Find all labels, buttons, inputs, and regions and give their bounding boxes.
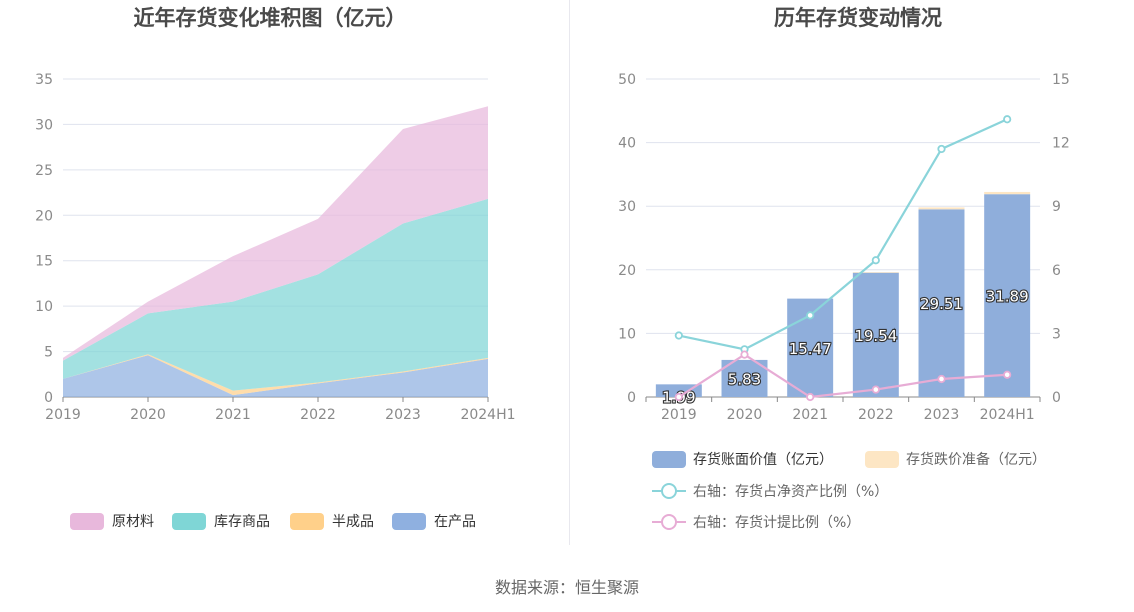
line-point[interactable] [937, 144, 946, 154]
legend-swatch[interactable] [652, 451, 686, 468]
legend-swatch-marker[interactable] [661, 483, 677, 499]
line-point[interactable] [871, 256, 880, 265]
y-right-tick-label: 9 [1052, 199, 1061, 215]
bar-book-value[interactable] [852, 272, 899, 397]
area-series-semi-finished [63, 354, 488, 396]
bar-book-value[interactable] [655, 384, 702, 397]
x-tick-label: 2023 [385, 407, 421, 423]
x-tick-label: 2022 [300, 407, 336, 423]
x-tick-label: 2023 [924, 407, 960, 423]
bar-book-value[interactable] [918, 209, 965, 397]
y-left-tick-label: 10 [618, 326, 636, 342]
x-tick-label: 2022 [858, 407, 894, 423]
y-tick-label: 0 [44, 390, 53, 406]
bar-value-label: 15.47 [789, 340, 832, 358]
bar-impairment[interactable] [918, 207, 965, 210]
y-left-tick-label: 40 [618, 136, 636, 152]
right-legend[interactable]: 存货账面价值（亿元） 存货跌价准备（亿元） 右轴：存货占净资产比例（%） 右轴：存货计… [652, 451, 1046, 531]
bar-value-label: 31.89 [986, 288, 1029, 306]
line-point[interactable] [740, 350, 749, 359]
y-right-tick-label: 12 [1052, 136, 1070, 152]
x-tick-label: 2021 [215, 407, 251, 423]
x-tick-label: 2020 [727, 407, 763, 423]
bar-value-label: 5.83 [728, 370, 761, 388]
line-series-ratio-net-assets-line [678, 118, 1008, 351]
legend-label[interactable]: 存货账面价值（亿元） [693, 451, 833, 468]
line-point[interactable] [871, 385, 880, 394]
x-tick-label: 2019 [661, 407, 697, 423]
legend-label[interactable]: 库存商品 [214, 514, 270, 530]
legend-label[interactable]: 半成品 [332, 514, 374, 530]
x-tick-label: 2019 [45, 407, 81, 423]
line-point[interactable] [674, 392, 683, 402]
x-tick-label: 2020 [130, 407, 166, 423]
line-point[interactable] [806, 392, 815, 402]
left-chart-title: 近年存货变化堆积图（亿元） [134, 6, 407, 30]
legend-label[interactable]: 存货跌价准备（亿元） [906, 451, 1046, 468]
y-tick-label: 35 [35, 72, 53, 88]
bar-line-chart: 0 0 10 3 20 6 30 9 40 12 50 15 2019 2020 2021 2022 2023 2… [618, 72, 1070, 423]
line-point[interactable] [674, 331, 683, 340]
y-tick-label: 10 [35, 299, 53, 315]
y-tick-label: 5 [44, 345, 53, 361]
legend-label[interactable]: 在产品 [434, 514, 476, 530]
legend-swatch[interactable] [70, 513, 104, 530]
legend-swatch[interactable] [865, 451, 899, 468]
legend-label[interactable]: 右轴：存货计提比例（%） [693, 514, 860, 531]
bar-impairment[interactable] [984, 191, 1031, 195]
y-tick-label: 20 [35, 208, 53, 224]
y-left-tick-label: 30 [618, 199, 636, 215]
y-tick-label: 15 [35, 254, 53, 270]
y-left-tick-label: 20 [618, 263, 636, 279]
stacked-area-chart: 0 5 10 15 20 25 30 35 2019 2020 2021 2022 2023 2024H1 [35, 72, 515, 423]
y-tick-label: 25 [35, 163, 53, 179]
bar-book-value[interactable] [984, 194, 1031, 397]
legend-label[interactable]: 右轴：存货占净资产比例（%） [693, 483, 888, 500]
legend-swatch[interactable] [392, 513, 426, 530]
line-series-ratio-provision-line [678, 353, 1008, 399]
area-series-raw-material [63, 106, 488, 361]
bar-value-label: 29.51 [920, 295, 963, 313]
legend-swatch-marker[interactable] [661, 514, 677, 530]
line-point[interactable] [806, 311, 815, 320]
y-left-tick-label: 50 [618, 72, 636, 88]
area-series-stock-goods [63, 198, 488, 391]
bar-book-value[interactable] [721, 359, 768, 397]
y-right-tick-label: 15 [1052, 72, 1070, 88]
left-legend[interactable]: 原材料 库存商品 半成品 在产品 [70, 513, 476, 530]
y-right-tick-label: 3 [1052, 326, 1061, 342]
bar-value-label: 19.54 [854, 327, 897, 345]
data-source: 数据来源：恒生聚源 [494, 578, 639, 597]
legend-label[interactable]: 原材料 [112, 514, 154, 530]
line-point[interactable] [1003, 370, 1012, 379]
y-right-tick-label: 6 [1052, 263, 1061, 279]
right-chart-title: 历年存货变动情况 [774, 6, 942, 30]
y-tick-label: 30 [35, 117, 53, 133]
chart-divider [569, 0, 570, 545]
x-tick-label: 2021 [792, 407, 828, 423]
bar-impairment[interactable] [852, 272, 899, 273]
legend-swatch[interactable] [290, 513, 324, 530]
y-left-tick-label: 0 [627, 390, 636, 406]
area-series-in-process [63, 355, 488, 397]
x-tick-label: 2024H1 [460, 407, 515, 423]
legend-swatch[interactable] [172, 513, 206, 530]
y-right-tick-label: 0 [1052, 390, 1061, 406]
line-point[interactable] [1003, 115, 1012, 124]
x-tick-label: 2024H1 [980, 407, 1035, 423]
line-point[interactable] [937, 374, 946, 384]
